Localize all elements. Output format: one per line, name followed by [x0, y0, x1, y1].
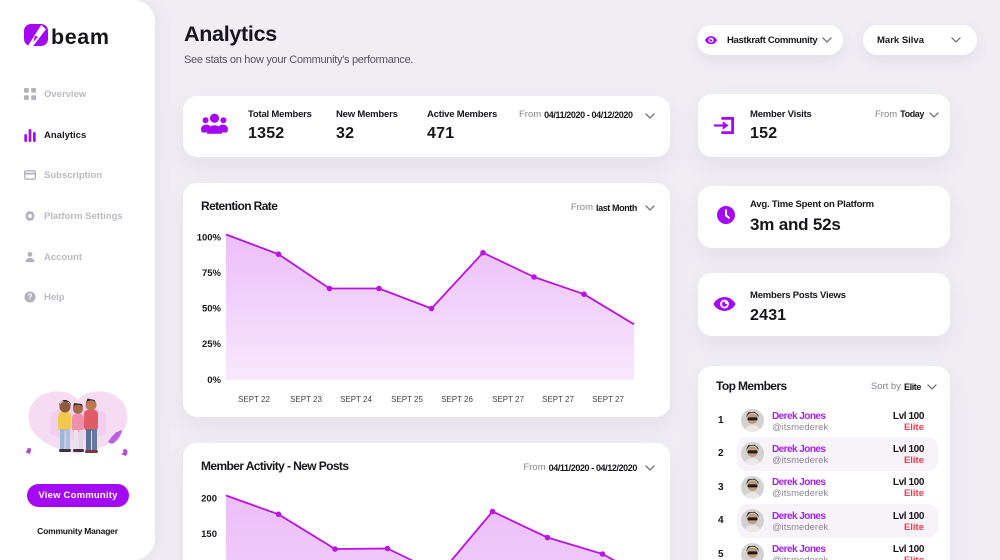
svg-text:0%: 0%: [207, 375, 221, 386]
svg-text:SEPT 22: SEPT 22: [238, 395, 270, 404]
svg-text:200: 200: [201, 494, 217, 505]
svg-text:150: 150: [201, 529, 217, 540]
svg-text:50%: 50%: [202, 304, 222, 315]
svg-text:SEPT 27: SEPT 27: [592, 395, 624, 404]
svg-text:SEPT 23: SEPT 23: [290, 395, 322, 404]
svg-text:SEPT 26: SEPT 26: [441, 395, 473, 404]
svg-text:100%: 100%: [197, 233, 222, 244]
svg-text:?: ?: [28, 293, 33, 302]
svg-text:SEPT 24: SEPT 24: [340, 395, 372, 404]
svg-text:75%: 75%: [202, 268, 222, 279]
svg-text:SEPT 27: SEPT 27: [542, 395, 574, 404]
svg-text:SEPT 25: SEPT 25: [391, 395, 423, 404]
svg-text:25%: 25%: [202, 339, 222, 350]
svg-text:SEPT 27: SEPT 27: [492, 395, 524, 404]
